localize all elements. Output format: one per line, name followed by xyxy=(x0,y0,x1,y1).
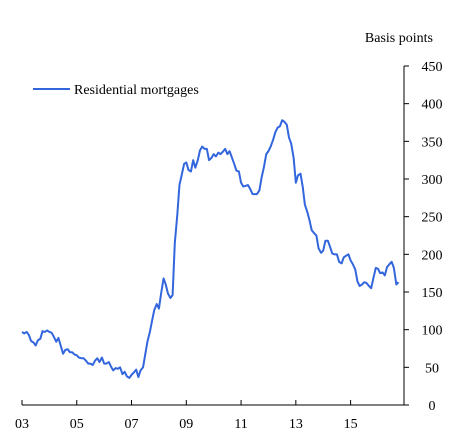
x-tick-label: 09 xyxy=(179,417,193,432)
series-line-0 xyxy=(21,119,400,379)
x-tick-label: 03 xyxy=(15,417,29,432)
x-tick-label: 15 xyxy=(344,417,358,432)
y-tick-label: 400 xyxy=(422,98,443,113)
x-ticks: 03 05 07 09 11 13 15 xyxy=(15,400,358,432)
x-tick-label: 05 xyxy=(70,417,84,432)
x-tick-label: 11 xyxy=(234,417,247,432)
y-tick-label: 450 xyxy=(422,60,443,75)
y-tick-label: 150 xyxy=(422,286,443,301)
y-tick-label: 50 xyxy=(425,361,439,376)
plot-area xyxy=(21,119,400,379)
x-tick-label: 13 xyxy=(289,417,303,432)
legend: Residential mortgages xyxy=(33,83,199,98)
y-ticks: 0 50 100 150 200 250 300 350 400 450 xyxy=(404,60,443,414)
y-axis-unit-label: Basis points xyxy=(365,31,433,46)
y-tick-label: 0 xyxy=(429,399,436,414)
y-tick-label: 250 xyxy=(422,211,443,226)
axes: 03 05 07 09 11 13 15 0 50 100 150 200 250 300 350 400 4… xyxy=(15,60,443,432)
y-tick-label: 300 xyxy=(422,173,443,188)
x-tick-label: 07 xyxy=(125,417,139,432)
y-tick-label: 100 xyxy=(422,324,443,339)
y-tick-label: 350 xyxy=(422,135,443,150)
legend-label: Residential mortgages xyxy=(74,83,199,98)
y-tick-label: 200 xyxy=(422,248,443,263)
